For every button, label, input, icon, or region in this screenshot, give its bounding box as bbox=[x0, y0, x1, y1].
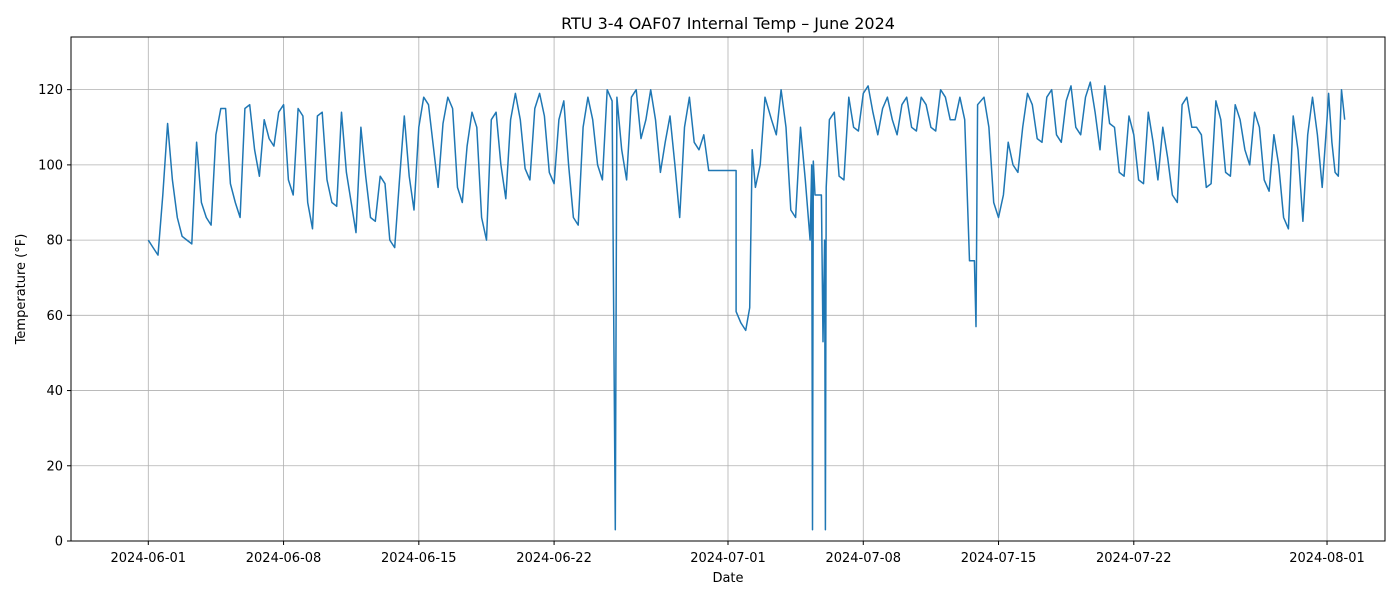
y-axis: 0 20 40 60 80 100 120 bbox=[38, 83, 71, 550]
x-tick-label: 2024-07-01 bbox=[690, 551, 766, 566]
series-layer bbox=[147, 81, 1346, 531]
x-tick-label: 2024-07-22 bbox=[1096, 551, 1172, 566]
x-axis: 2024-06-01 2024-06-08 2024-06-15 2024-06-22… bbox=[111, 541, 1365, 566]
y-tick-label: 40 bbox=[46, 384, 63, 399]
x-tick-label: 2024-07-15 bbox=[961, 551, 1037, 566]
x-axis-label: Date bbox=[712, 571, 743, 586]
x-tick-label: 2024-06-08 bbox=[246, 551, 322, 566]
y-tick-label: 120 bbox=[38, 83, 63, 98]
y-tick-label: 100 bbox=[38, 158, 63, 173]
x-tick-label: 2024-07-08 bbox=[825, 551, 901, 566]
x-tick-label: 2024-06-15 bbox=[381, 551, 457, 566]
series-line-0 bbox=[147, 81, 1346, 531]
y-tick-label: 0 bbox=[55, 535, 63, 550]
y-tick-label: 20 bbox=[46, 459, 63, 474]
chart-title: RTU 3-4 OAF07 Internal Temp – June 2024 bbox=[561, 14, 895, 33]
y-axis-label: Temperature (°F) bbox=[14, 234, 29, 346]
x-tick-label: 2024-06-22 bbox=[516, 551, 592, 566]
x-tick-label: 2024-06-01 bbox=[111, 551, 187, 566]
y-tick-label: 80 bbox=[46, 234, 63, 249]
x-tick-label: 2024-08-01 bbox=[1289, 551, 1365, 566]
y-tick-label: 60 bbox=[46, 309, 63, 324]
